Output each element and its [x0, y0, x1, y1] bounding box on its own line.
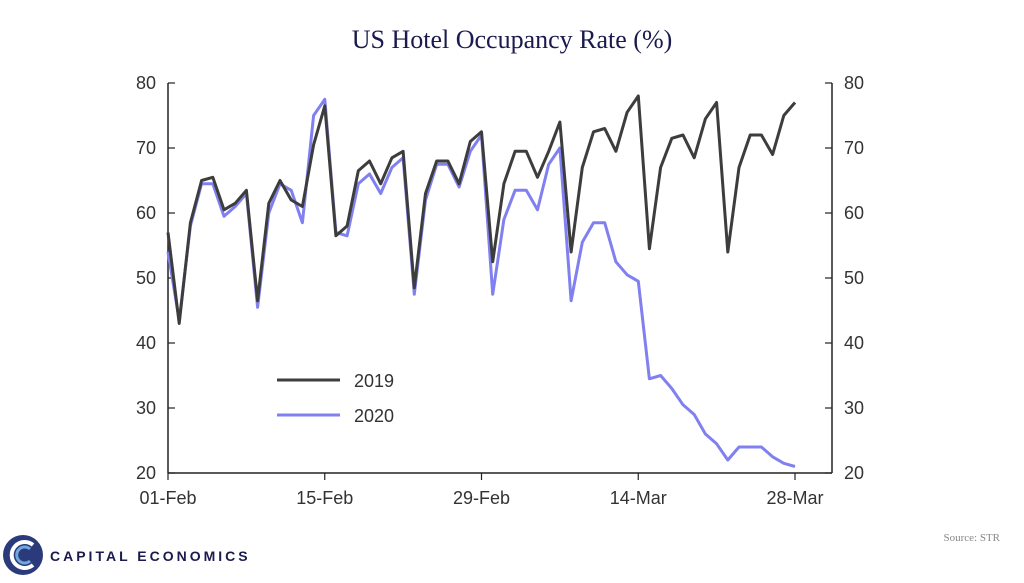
- series-line-2020: [166, 97, 796, 468]
- y-tick-label-left: 50: [136, 268, 156, 288]
- y-tick-label-left: 80: [136, 73, 156, 93]
- y-tick-label-right: 70: [844, 138, 864, 158]
- x-tick-label: 14-Mar: [610, 488, 667, 508]
- series-line-2019: [166, 94, 797, 325]
- y-tick-label-right: 80: [844, 73, 864, 93]
- capital-economics-logo-icon: [3, 535, 43, 575]
- y-tick-label-left: 20: [136, 463, 156, 483]
- legend-label-2020: 2020: [354, 406, 394, 426]
- x-tick-label: 28-Mar: [766, 488, 823, 508]
- x-tick-label: 29-Feb: [453, 488, 510, 508]
- y-tick-label-right: 30: [844, 398, 864, 418]
- x-tick-label: 01-Feb: [139, 488, 196, 508]
- chart-title: US Hotel Occupancy Rate (%): [352, 25, 673, 54]
- x-tick-label: 15-Feb: [296, 488, 353, 508]
- source-note: Source: STR: [943, 532, 1000, 544]
- legend: 2019 2020: [277, 371, 394, 426]
- y-tick-label-right: 20: [844, 463, 864, 483]
- y-tick-label-right: 50: [844, 268, 864, 288]
- brand-logo: CAPITAL ECONOMICS: [3, 535, 251, 575]
- y-tick-label-left: 70: [136, 138, 156, 158]
- series-layer: [166, 94, 797, 468]
- y-tick-label-right: 40: [844, 333, 864, 353]
- legend-label-2019: 2019: [354, 371, 394, 391]
- y-tick-label-right: 60: [844, 203, 864, 223]
- y-tick-label-left: 60: [136, 203, 156, 223]
- y-tick-label-left: 30: [136, 398, 156, 418]
- y-tick-label-left: 40: [136, 333, 156, 353]
- brand-name: CAPITAL ECONOMICS: [50, 548, 251, 564]
